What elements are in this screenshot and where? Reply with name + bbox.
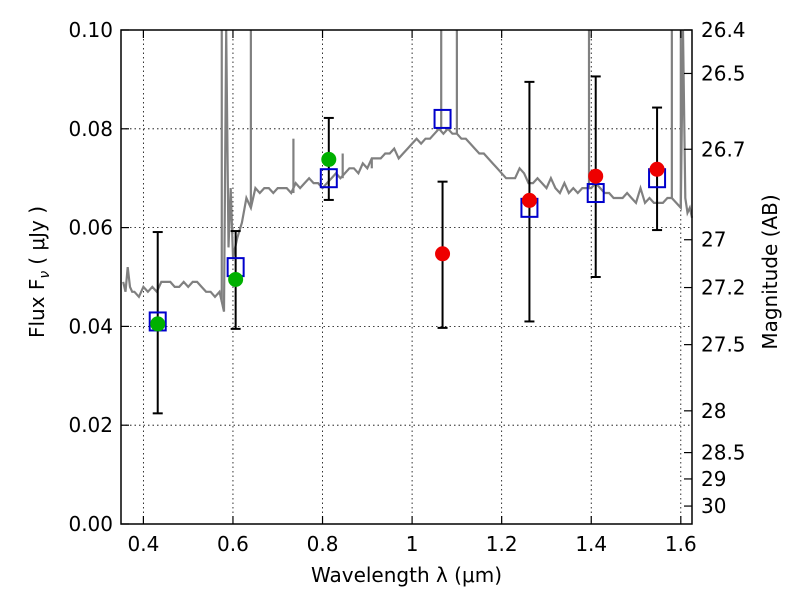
right-tick-label: 26.7 (701, 137, 746, 161)
right-tick-label: 27.2 (701, 276, 746, 300)
x-tick-label: 1.6 (665, 532, 697, 556)
x-tick-label: 0.4 (127, 532, 159, 556)
hst-nir-point (521, 192, 537, 208)
right-tick-label: 30 (701, 494, 726, 518)
x-tick-label: 1.2 (486, 532, 518, 556)
hst-optical-point (228, 271, 244, 287)
hst-nir-point (435, 246, 451, 262)
y-tick-label: 0.02 (68, 413, 113, 437)
model-point-square (586, 183, 605, 204)
model-point-square (319, 168, 338, 189)
hst-optical-point (321, 151, 337, 167)
model-spectrum (122, 29, 694, 312)
hst-nir-point (649, 161, 665, 177)
model-emission-lines (220, 30, 682, 302)
model-point-square (433, 108, 452, 129)
hst-optical-point (150, 316, 166, 332)
y-tick-label: 0.04 (68, 314, 113, 338)
x-tick-label: 0.8 (307, 532, 339, 556)
y-axis-label-main: Flux F (25, 279, 49, 338)
right-tick-label: 29 (701, 467, 726, 491)
svg-text:Flux Fν( μJy ): Flux Fν ( μJy ) (25, 206, 53, 338)
x-tick-label: 0.6 (217, 532, 249, 556)
y-axis-label-unit: ( μJy ) (25, 206, 49, 265)
grid (121, 29, 692, 525)
right-tick-label: 28 (701, 399, 726, 423)
right-tick-label: 27.5 (701, 333, 746, 357)
y-axis-ticks: 0.00 0.02 0.04 0.06 0.08 0.10 (68, 18, 129, 536)
y-tick-label: 0.10 (68, 18, 113, 42)
right-tick-label: 26.4 (701, 18, 746, 42)
x-axis-label: Wavelength λ (μm) (311, 563, 502, 587)
right-tick-label: 26.5 (701, 61, 746, 85)
y-tick-label: 0.00 (68, 512, 113, 536)
plot-frame (120, 29, 693, 525)
observed-points (150, 151, 665, 332)
right-tick-label: 28.5 (701, 441, 746, 465)
x-tick-label: 1 (406, 532, 419, 556)
right-axis-ticks: 26.4 26.5 26.7 27 27.2 27.5 28 28.529 30 (684, 18, 746, 518)
x-axis-ticks: 0.4 0.6 0.8 1 1.2 1.4 1.6 (127, 30, 697, 556)
y-axis-label: Flux Fν ( μJy ) (25, 206, 53, 338)
y-tick-label: 0.06 (68, 216, 113, 240)
right-axis-label: Magnitude (AB) (758, 194, 782, 349)
right-tick-label: 27 (701, 228, 726, 252)
y-tick-label: 0.08 (68, 117, 113, 141)
x-tick-label: 1.4 (575, 532, 607, 556)
model-spectrum-line (122, 29, 694, 312)
hst-nir-point (588, 168, 604, 184)
y-axis-label-sub: ν (37, 271, 53, 279)
